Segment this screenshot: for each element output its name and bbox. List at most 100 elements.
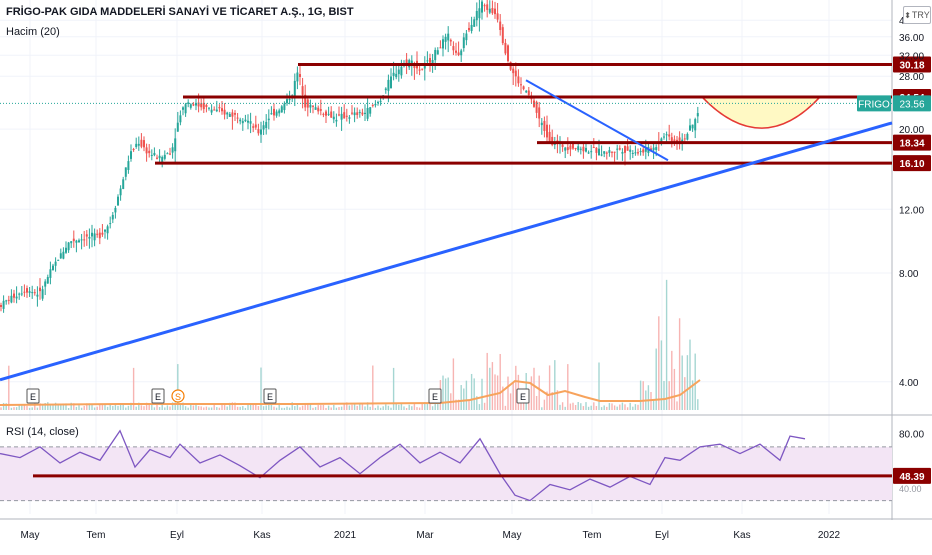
candle-body: [678, 137, 681, 143]
candle-body: [475, 10, 478, 21]
candle-body: [153, 152, 156, 156]
volume-bar: [351, 404, 353, 410]
candle-body: [468, 27, 470, 31]
volume-bar: [307, 403, 309, 410]
candle-body: [176, 122, 179, 132]
volume-bar: [611, 403, 613, 410]
volume-bar: [15, 407, 18, 410]
candle-body: [91, 232, 93, 237]
volume-indicator-label[interactable]: Hacim (20): [6, 26, 60, 38]
candle-body: [418, 69, 421, 71]
candle-body: [226, 112, 229, 115]
candle-body: [358, 112, 361, 114]
volume-bar: [374, 407, 377, 410]
volume-bar: [333, 404, 335, 410]
currency-badge[interactable]: ⬍TRY: [903, 6, 931, 24]
currency-label: TRY: [911, 10, 930, 20]
volume-bar: [104, 403, 106, 410]
candle-body: [13, 293, 15, 298]
volume-bar: [452, 358, 455, 410]
symbol-title: FRİGO-PAK GIDA MADDELERİ SANAYİ VE TİCAR…: [6, 6, 354, 18]
volume-bar: [327, 405, 330, 410]
candle-body: [436, 50, 439, 55]
volume-bar: [465, 380, 468, 410]
candle-body: [187, 102, 190, 105]
candle-body: [93, 233, 96, 241]
candle-body: [351, 112, 353, 114]
time-tick-label: Mar: [416, 530, 434, 541]
candle-body: [499, 21, 502, 31]
candle-body: [143, 140, 145, 148]
volume-bar: [156, 403, 158, 410]
candle-body: [663, 136, 665, 138]
volume-bar: [236, 406, 239, 410]
candle-body: [293, 80, 296, 97]
volume-bar: [507, 376, 509, 410]
candle-body: [83, 239, 86, 241]
candle-body: [634, 152, 637, 154]
candle-body: [338, 114, 340, 116]
candle-body: [595, 147, 598, 153]
candle-body: [546, 124, 548, 138]
price-tick-label: 4.00: [899, 378, 919, 389]
volume-bar: [663, 380, 665, 410]
candle-body: [348, 117, 351, 119]
candle-body: [59, 253, 62, 259]
candle-body: [208, 107, 210, 109]
volume-bar: [187, 407, 189, 410]
volume-bar: [5, 403, 7, 410]
volume-bar: [489, 367, 491, 410]
volume-bar: [62, 403, 65, 410]
candle-body: [631, 152, 634, 154]
candle-body: [569, 145, 572, 150]
candle-body: [140, 139, 143, 147]
candle-body: [392, 72, 395, 76]
candle-body: [195, 102, 197, 106]
volume-ma-line: [0, 379, 701, 406]
volume-bar: [353, 403, 356, 410]
volume-bar: [288, 407, 291, 410]
volume-bar: [330, 407, 332, 410]
time-tick-label: May: [503, 530, 522, 541]
candle-body: [189, 104, 192, 108]
candle-body: [202, 102, 205, 110]
candle-body: [218, 107, 221, 109]
volume-bar: [600, 407, 603, 410]
volume-bar: [309, 403, 312, 410]
candle-body: [70, 241, 73, 244]
candle-body: [608, 150, 611, 153]
candle-body: [330, 111, 333, 118]
volume-bar: [41, 404, 44, 410]
volume-bar: [184, 406, 187, 410]
volume-bar: [522, 401, 525, 410]
volume-bar: [535, 395, 538, 410]
level-badge: [893, 155, 931, 172]
candle-body: [7, 299, 10, 301]
rsi-indicator-label[interactable]: RSI (14, close): [6, 426, 79, 438]
candle-body: [538, 107, 541, 119]
volume-bar: [229, 402, 231, 410]
candle-body: [447, 33, 450, 41]
candle-body: [364, 112, 366, 115]
volume-bar: [512, 382, 514, 410]
volume-bar: [338, 407, 340, 410]
candle-body: [39, 287, 41, 292]
volume-bar: [213, 404, 215, 410]
level-badge-label: 30.18: [899, 60, 924, 71]
volume-bar: [23, 404, 26, 410]
volume-bar: [408, 404, 410, 410]
volume-bar: [652, 399, 655, 410]
earnings-marker-icon: [516, 388, 530, 404]
candle-body: [535, 101, 538, 113]
volume-bar: [234, 402, 236, 410]
volume-bar: [304, 403, 306, 410]
candle-body: [49, 269, 52, 278]
event-marker-label: E: [155, 392, 161, 402]
candle-body: [109, 223, 112, 225]
candle-body: [405, 59, 408, 66]
volume-bar: [548, 365, 551, 410]
candle-body: [691, 124, 694, 129]
volume-bar: [317, 405, 319, 410]
